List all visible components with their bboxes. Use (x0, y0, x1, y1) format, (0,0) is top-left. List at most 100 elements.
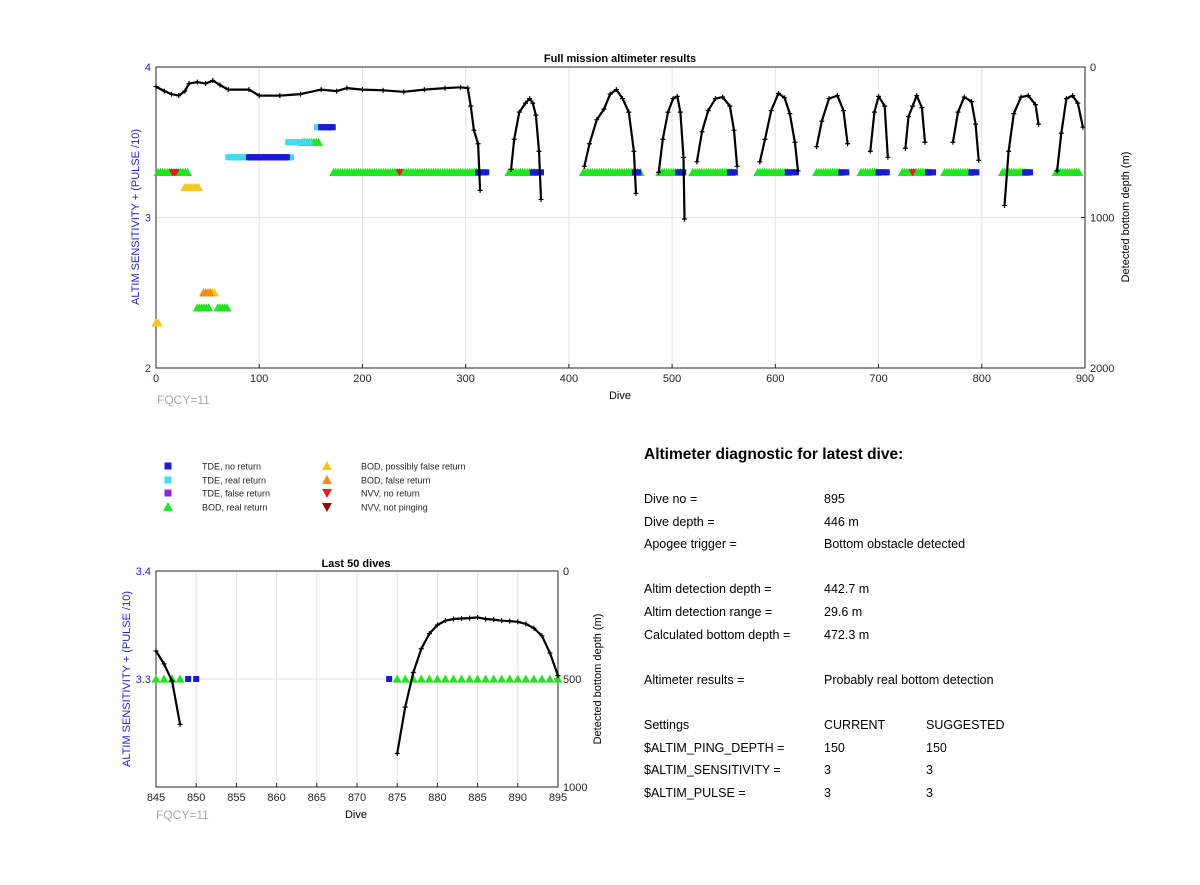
marker-bod-real-return (513, 674, 523, 683)
y-tick-label: 3.3 (136, 674, 151, 686)
legend-marker-nvv-no-return (322, 489, 332, 498)
apogee-value: Bottom obstacle detected (824, 537, 966, 552)
diag-row-dive-depth: Dive depth = 446 m (644, 515, 1164, 538)
bottom-depth-line (904, 94, 927, 149)
sub-grid (155, 570, 559, 787)
bottom-depth-line (695, 95, 739, 167)
dive-depth-value: 446 m (824, 514, 859, 529)
bottom-depth-point (819, 118, 825, 124)
sub-marks (151, 614, 563, 757)
x-tick-label: 700 (869, 373, 887, 385)
bottom-depth-point (410, 670, 416, 676)
bottom-depth-point (919, 105, 925, 111)
marker-bod-real-return (489, 674, 499, 683)
bottom-depth-point (523, 621, 529, 627)
bottom-depth-point (298, 91, 304, 97)
marker-bod-real-return (521, 674, 531, 683)
bottom-depth-point (246, 87, 252, 93)
diag-row-apogee: Apogee trigger = Bottom obstacle detecte… (644, 537, 1164, 560)
main-fqcy-annotation: FQCY=11 (157, 393, 210, 407)
bottom-depth-point (516, 109, 522, 115)
bottom-depth-point (731, 127, 737, 133)
bottom-depth-point (344, 85, 350, 91)
bottom-depth-point (161, 661, 167, 667)
bottom-depth-point (680, 154, 686, 160)
marker-tde-no-return (185, 676, 192, 682)
bottom-depth-point (547, 650, 553, 656)
bottom-depth-point (418, 646, 424, 652)
bottom-depth-point (792, 139, 798, 145)
bottom-depth-point (467, 615, 473, 621)
bottom-depth-point (499, 618, 505, 624)
legend-marker-tde-false-return (164, 489, 172, 497)
setting-name: $ALTIM_PULSE = (644, 785, 746, 800)
bottom-depth-point (601, 106, 607, 112)
bottom-depth-point (507, 618, 513, 624)
setting-current: 3 (824, 785, 831, 800)
main-y-axis-label: ALTIM SENSITIVITY + (PULSE /10) (130, 129, 142, 305)
legend-label: NVV, not pinging (361, 503, 428, 513)
bottom-depth-point (905, 114, 911, 120)
bottom-depth-point (1054, 168, 1060, 174)
bottom-depth-point (442, 85, 448, 91)
bottom-depth-point (394, 751, 400, 757)
setting-row-ping-depth: $ALTIM_PING_DEPTH = 150 150 (644, 741, 1164, 764)
marker-bod-real-return (505, 674, 515, 683)
bottom-depth-point (826, 96, 832, 102)
bottom-depth-point (674, 93, 680, 99)
diagnostic-title: Altimeter diagnostic for latest dive: (644, 446, 904, 463)
bottom-depth-point (483, 616, 489, 622)
bottom-depth-point (910, 103, 916, 109)
bottom-depth-point (401, 89, 407, 95)
main-grid (155, 66, 1086, 369)
marker-tde-no-return (329, 124, 336, 131)
y-tick-label: 4 (145, 62, 151, 74)
marker-bod-real-return (175, 674, 185, 683)
setting-name: $ALTIM_SENSITIVITY = (644, 763, 781, 778)
bottom-depth-point (459, 616, 465, 622)
bottom-depth-point (442, 618, 448, 624)
legend-label: NVV, no return (361, 489, 420, 499)
results-value: Probably real bottom detection (824, 672, 994, 687)
bottom-depth-point (539, 633, 545, 639)
main-y2-axis-label: Detected bottom depth (m) (1120, 152, 1132, 283)
main-axes: 0 100 200 300 400 500 600 700 800 900 2 3 4 2000 1000 0 (145, 62, 1115, 385)
marker-nvv-no-return (908, 169, 917, 177)
bottom-depth-point (527, 96, 533, 102)
y-tick-label: 3 (145, 213, 151, 225)
x-tick-label: 875 (388, 792, 406, 804)
bottom-depth-point (670, 96, 676, 102)
bottom-depth-point (757, 159, 763, 165)
bottom-depth-point (1011, 111, 1017, 117)
bottom-depth-point (182, 88, 188, 94)
marker-tde-no-return (635, 169, 642, 176)
legend-label: BOD, possibly false return (361, 462, 466, 472)
x-tick-label: 870 (348, 792, 366, 804)
bottom-depth-point (177, 721, 183, 727)
bottom-depth-point (176, 93, 182, 99)
dive-no-value: 895 (824, 492, 845, 506)
bottom-depth-point (845, 141, 851, 147)
full-mission-chart: Full mission altimeter results 0 100 200 30… (130, 53, 1132, 407)
y-tick-label: 3.4 (136, 566, 151, 578)
x-tick-label: 865 (308, 792, 326, 804)
bottom-depth-point (225, 87, 231, 93)
bottom-depth-line (815, 94, 849, 148)
setting-current: 150 (824, 740, 845, 755)
legend-label: BOD, real return (202, 503, 268, 513)
marker-bod-false (205, 288, 215, 297)
x-tick-label: 890 (509, 792, 527, 804)
y2-tick-label: 500 (563, 674, 581, 686)
bottom-depth-point (1058, 130, 1064, 136)
bottom-depth-line (155, 650, 182, 725)
bottom-depth-point (380, 87, 386, 93)
marker-bod-real-return (204, 303, 214, 312)
bottom-depth-point (705, 108, 711, 114)
bottom-depth-point (168, 91, 174, 97)
results-label: Altimeter results = (644, 672, 745, 687)
marker-tde-real-return (306, 139, 313, 146)
setting-name: $ALTIM_PING_DEPTH = (644, 740, 785, 755)
marker-bod-real-return (392, 674, 402, 683)
bottom-depth-point (359, 87, 365, 93)
x-tick-label: 850 (187, 792, 205, 804)
